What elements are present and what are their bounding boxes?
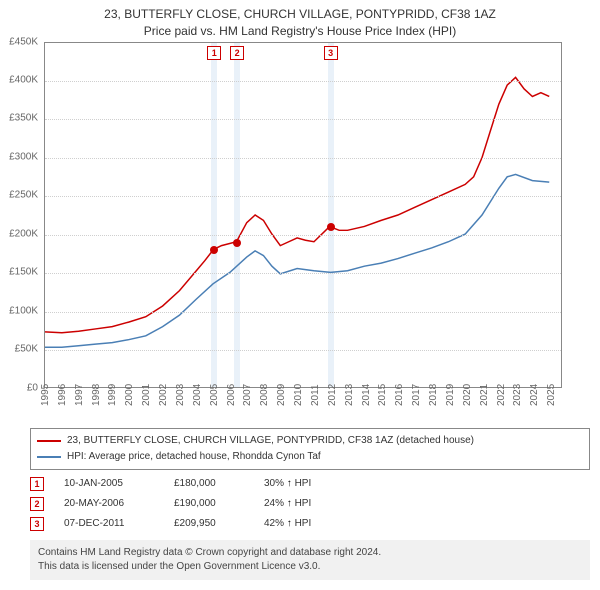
x-tick-label: 2015 [377,383,388,405]
y-tick-label: £150K [9,267,38,278]
x-tick-label: 1999 [107,383,118,405]
x-tick-label: 2012 [327,383,338,405]
title-line-2: Price paid vs. HM Land Registry's House … [10,23,590,40]
legend-label: 23, BUTTERFLY CLOSE, CHURCH VILLAGE, PON… [67,433,474,449]
x-tick-label: 2010 [293,383,304,405]
gridline [45,312,561,313]
sale-point-dot [327,223,335,231]
series-line-hpi [45,174,549,347]
sale-row-price: £190,000 [174,498,244,509]
sale-row-diff-suffix: HPI [292,498,311,509]
x-tick-label: 2013 [344,383,355,405]
sale-row-diff-suffix: HPI [292,518,311,529]
x-tick-label: 2001 [141,383,152,405]
legend-swatch [37,456,61,458]
x-tick-label: 1995 [40,383,51,405]
chart-area: £0£50K£100K£150K£200K£250K£300K£350K£400… [44,42,590,422]
sale-row-date: 10-JAN-2005 [64,478,154,489]
legend-row: HPI: Average price, detached house, Rhon… [37,449,583,465]
gridline [45,158,561,159]
sale-row-diff-pct: 42% [264,518,287,529]
y-tick-label: £250K [9,190,38,201]
legend-swatch [37,440,61,442]
sale-row-diff-pct: 24% [264,498,287,509]
x-tick-label: 2025 [546,383,557,405]
sale-row-number: 3 [30,517,44,531]
sale-row-diff: 30% ↑ HPI [264,478,354,489]
y-tick-label: £200K [9,228,38,239]
footer: Contains HM Land Registry data © Crown c… [30,540,590,580]
x-tick-label: 2019 [445,383,456,405]
footer-line-1: Contains HM Land Registry data © Crown c… [38,546,582,560]
sale-row-diff-pct: 30% [264,478,287,489]
x-tick-label: 2020 [462,383,473,405]
sale-row-diff: 24% ↑ HPI [264,498,354,509]
footer-line-2: This data is licensed under the Open Gov… [38,560,582,574]
legend-label: HPI: Average price, detached house, Rhon… [67,449,321,465]
x-tick-label: 2006 [226,383,237,405]
sale-row-date: 20-MAY-2006 [64,498,154,509]
x-tick-label: 2003 [175,383,186,405]
x-tick-label: 2017 [411,383,422,405]
legend-row: 23, BUTTERFLY CLOSE, CHURCH VILLAGE, PON… [37,433,583,449]
sale-row-price: £209,950 [174,518,244,529]
sale-row-number: 2 [30,497,44,511]
sale-row: 2 20-MAY-2006 £190,000 24% ↑ HPI [30,494,590,514]
x-tick-label: 2022 [496,383,507,405]
x-tick-label: 2007 [242,383,253,405]
sale-row: 1 10-JAN-2005 £180,000 30% ↑ HPI [30,474,590,494]
x-tick-label: 2005 [209,383,220,405]
sale-row-date: 07-DEC-2011 [64,518,154,529]
sale-row: 3 07-DEC-2011 £209,950 42% ↑ HPI [30,514,590,534]
x-tick-label: 2009 [276,383,287,405]
x-tick-label: 1997 [74,383,85,405]
sale-flag: 3 [324,46,338,60]
y-tick-label: £300K [9,151,38,162]
root: 23, BUTTERFLY CLOSE, CHURCH VILLAGE, PON… [0,0,600,590]
legend: 23, BUTTERFLY CLOSE, CHURCH VILLAGE, PON… [30,428,590,470]
plot-region: 12 3 [44,42,562,388]
y-tick-label: £400K [9,75,38,86]
title-block: 23, BUTTERFLY CLOSE, CHURCH VILLAGE, PON… [0,0,600,42]
gridline [45,81,561,82]
y-tick-label: £50K [15,344,38,355]
sale-row-diff: 42% ↑ HPI [264,518,354,529]
x-tick-label: 2004 [192,383,203,405]
x-axis-labels: 1995199619971998199920002001200220032004… [44,388,562,422]
x-tick-label: 2021 [479,383,490,405]
y-tick-label: £0 [27,382,38,393]
y-tick-label: £350K [9,113,38,124]
chart-lines-svg [45,43,561,387]
x-tick-label: 2023 [512,383,523,405]
y-tick-label: £100K [9,305,38,316]
sale-flag: 2 [230,46,244,60]
sale-row-price: £180,000 [174,478,244,489]
x-tick-label: 2008 [259,383,270,405]
gridline [45,273,561,274]
x-tick-label: 2024 [529,383,540,405]
sale-row-diff-suffix: HPI [292,478,311,489]
y-axis-labels: £0£50K£100K£150K£200K£250K£300K£350K£400… [0,42,42,388]
y-tick-label: £450K [9,36,38,47]
x-tick-label: 2016 [394,383,405,405]
sale-point-dot [233,239,241,247]
x-tick-label: 2000 [124,383,135,405]
series-line-property [45,77,549,332]
x-tick-label: 2014 [361,383,372,405]
x-tick-label: 2002 [158,383,169,405]
sales-table: 1 10-JAN-2005 £180,000 30% ↑ HPI 2 20-MAY-200… [30,474,590,534]
sale-point-dot [210,246,218,254]
x-tick-label: 1998 [91,383,102,405]
gridline [45,119,561,120]
x-tick-label: 1996 [57,383,68,405]
gridline [45,350,561,351]
sale-flag: 1 [207,46,221,60]
gridline [45,235,561,236]
title-line-1: 23, BUTTERFLY CLOSE, CHURCH VILLAGE, PON… [10,6,590,23]
x-tick-label: 2011 [310,384,321,406]
gridline [45,196,561,197]
x-tick-label: 2018 [428,383,439,405]
sale-row-number: 1 [30,477,44,491]
